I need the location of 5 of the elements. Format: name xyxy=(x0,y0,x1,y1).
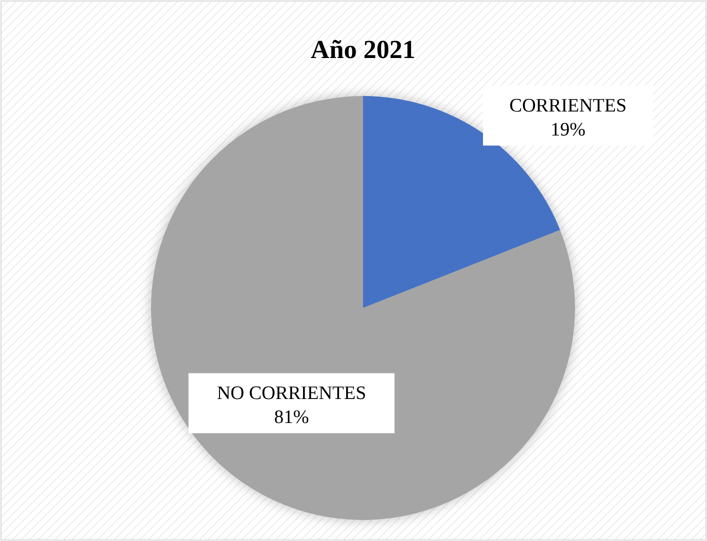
slice-label: CORRIENTES xyxy=(509,96,627,117)
data-label: 19% xyxy=(550,120,586,141)
chart-title: Año 2021 xyxy=(310,35,416,64)
slice-label: NO CORRIENTES xyxy=(216,383,366,404)
data-label: 81% xyxy=(274,407,310,428)
